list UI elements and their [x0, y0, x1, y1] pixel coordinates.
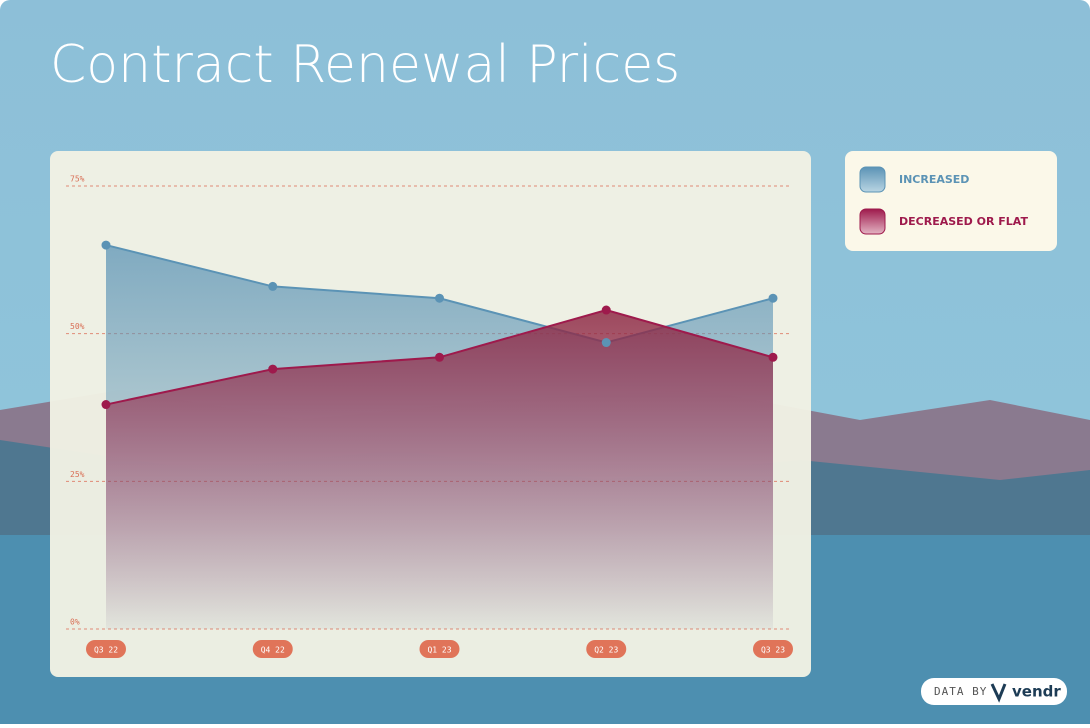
- x-tick-pill: [753, 640, 793, 658]
- legend-swatch: [859, 166, 886, 193]
- chart-title: Contract Renewal Prices: [50, 35, 680, 95]
- legend-swatch: [859, 208, 886, 235]
- legend-label: DECREASED OR FLAT: [899, 215, 1028, 228]
- plot-area: 0% 25% 50% 75% Q3 22 Q4 22 Q1 23 Q2 23 Q3 23: [66, 166, 886, 658]
- legend: [845, 151, 1057, 251]
- point: [101, 400, 111, 410]
- point: [101, 240, 111, 250]
- x-tick-label: Q3 22: [94, 646, 118, 655]
- point: [601, 338, 611, 348]
- area: [106, 310, 773, 629]
- point: [268, 364, 278, 374]
- x-tick-label: Q1 23: [427, 646, 451, 655]
- y-tick-label: 50%: [70, 322, 85, 331]
- point: [435, 293, 444, 303]
- x-tick-label: Q2 23: [594, 646, 618, 655]
- point: [768, 293, 778, 303]
- point: [768, 352, 778, 362]
- y-tick-label: 75%: [70, 175, 85, 184]
- x-tick-pill: [586, 640, 627, 658]
- y-tick-label: 0%: [70, 618, 80, 627]
- x-tick-label: Q3 23: [761, 646, 785, 655]
- footer-prefix: DATA BY: [934, 685, 987, 698]
- point: [601, 305, 611, 315]
- x-tick-label: Q4 22: [261, 646, 285, 655]
- point: [435, 352, 444, 362]
- x-tick-pill: [86, 640, 126, 658]
- x-tick-pill: [419, 640, 460, 658]
- brand-logo: [990, 683, 1007, 703]
- x-tick-pill: [252, 640, 293, 658]
- footer-brand: vendr: [1012, 683, 1061, 701]
- y-tick-label: 25%: [70, 470, 85, 479]
- point: [268, 281, 278, 291]
- legend-label: INCREASED: [899, 173, 969, 186]
